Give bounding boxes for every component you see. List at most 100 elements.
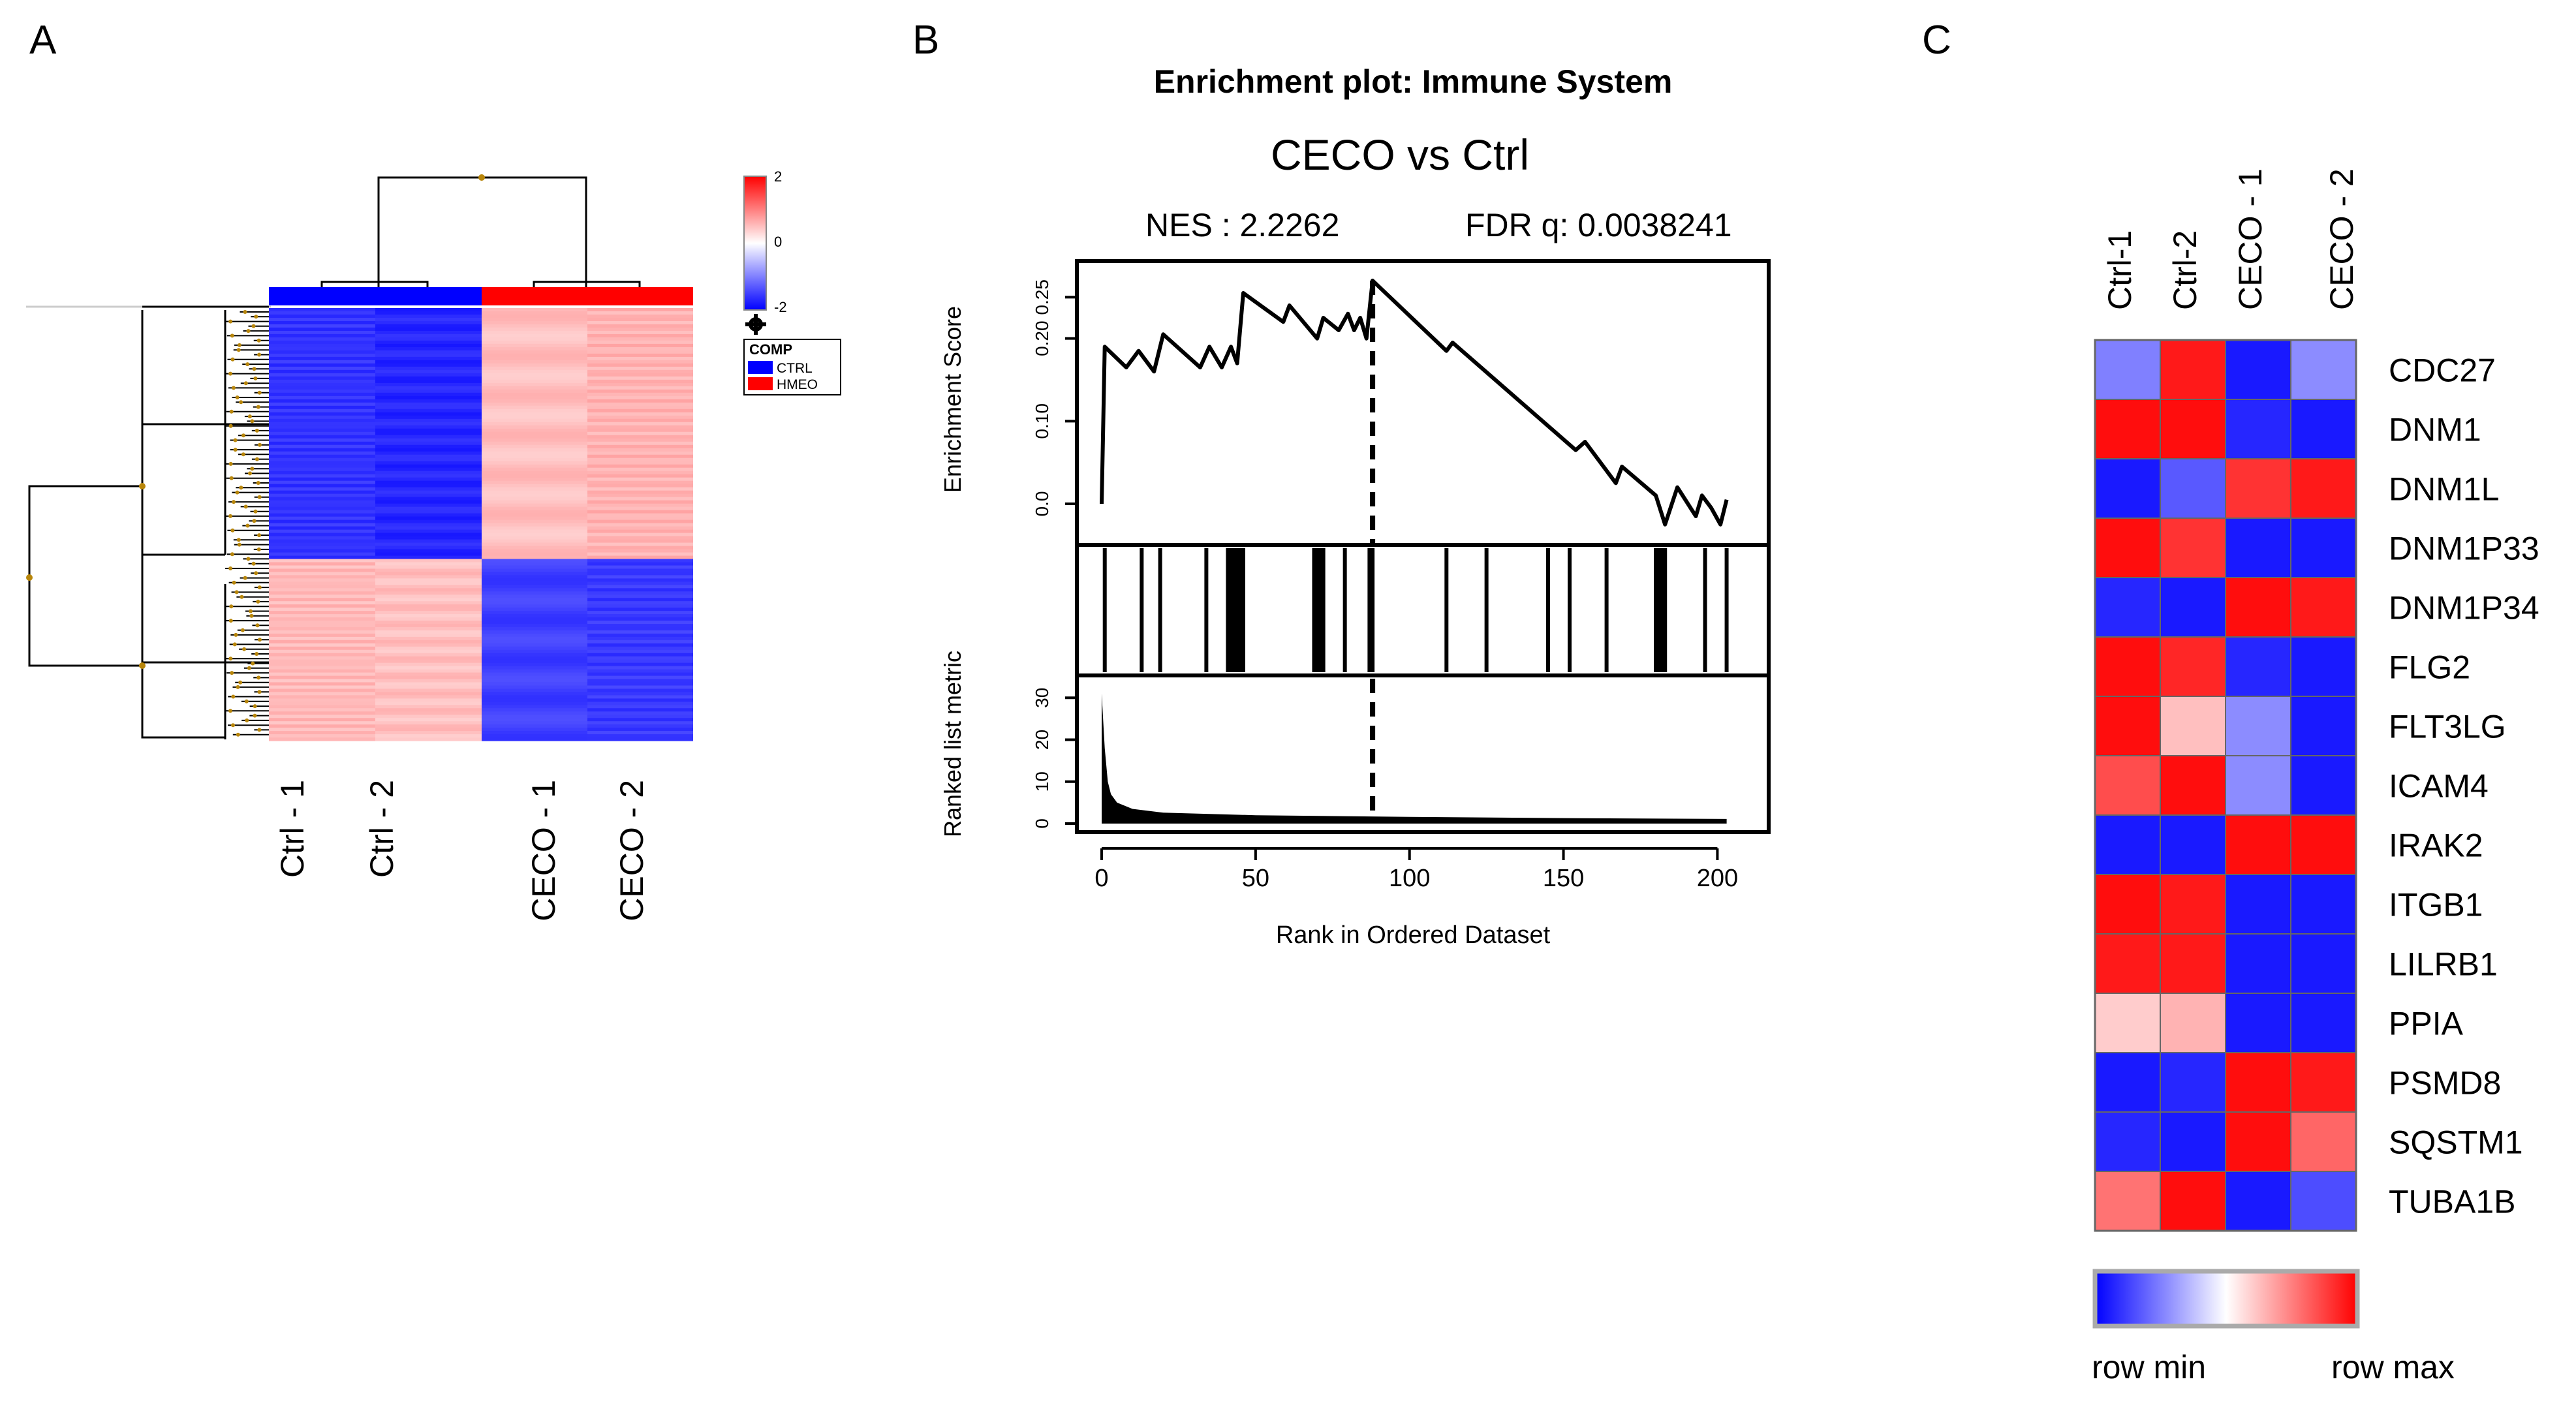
heatmap-a-cell xyxy=(269,672,375,677)
gsea-ranked-metric-area xyxy=(1102,693,1727,824)
heatmap-a-cell xyxy=(269,487,375,491)
heatmap-a-cell xyxy=(375,614,482,618)
heatmap-a-cell xyxy=(482,695,587,699)
dendrogram-leaf-node xyxy=(228,566,233,570)
heatmap-a-cell xyxy=(375,734,482,738)
heatmap-a-cell xyxy=(375,711,482,715)
heatmap-a-cell xyxy=(269,529,375,534)
panel-c: CDC27 DNM1 DNM1L DNM1P33 DNM1P34 FLG2 FLT3LG IC… xyxy=(2092,168,2539,1385)
heatmap-a-cell xyxy=(269,376,375,380)
heatmap-c-row-label: PSMD8 xyxy=(2389,1065,2501,1102)
heatmap-a-cell xyxy=(269,333,375,338)
heatmap-a-cell xyxy=(587,575,693,579)
heatmap-a-cell xyxy=(482,611,587,615)
gsea-suptitle: Enrichment plot: Immune System xyxy=(1154,63,1673,100)
heatmap-a-cell xyxy=(375,444,482,449)
heatmap-c-cell xyxy=(2160,814,2226,875)
heatmap-a-cell xyxy=(375,409,482,413)
heatmap-a-cell xyxy=(375,337,482,341)
heatmap-a-cell xyxy=(587,595,693,598)
heatmap-a-cell xyxy=(269,643,375,647)
heatmap-a-cell xyxy=(375,568,482,573)
heatmap-c-row-label: ITGB1 xyxy=(2389,887,2483,923)
heatmap-a-cell xyxy=(482,314,587,318)
heatmap-a-cell xyxy=(269,617,375,621)
heatmap-a-cell xyxy=(587,438,693,442)
heatmap-a-cell xyxy=(482,477,587,482)
gsea-es-tick-label: 0.0 xyxy=(1032,491,1052,517)
heatmap-a-cell xyxy=(587,731,693,735)
gsea-es-axis: 0.0 0.10 0.20 0.25 xyxy=(1032,279,1077,516)
gsea-x-tick-label: 100 xyxy=(1389,865,1430,892)
dendrogram-leaf-node xyxy=(233,438,238,442)
heatmap-a-cell xyxy=(269,649,375,654)
heatmap-a-cell xyxy=(482,454,587,459)
heatmap-a-cell xyxy=(269,536,375,540)
heatmap-a-cell xyxy=(587,598,693,602)
heatmap-a-cell xyxy=(375,415,482,420)
gsea-x-axis: 0 50 100 150 200 xyxy=(1094,847,1738,892)
heatmap-a-cell xyxy=(587,711,693,715)
heatmap-a-cell xyxy=(375,595,482,598)
heatmap-a-cell xyxy=(375,480,482,485)
heatmap-a-cell xyxy=(375,636,482,641)
heatmap-a-cell xyxy=(587,343,693,348)
dendrogram-leaf-node xyxy=(237,343,241,347)
heatmap-a-cell xyxy=(587,320,693,325)
comp-legend-title: COMP xyxy=(749,341,792,358)
heatmap-a-cell xyxy=(587,369,693,374)
heatmap-a-cell xyxy=(269,659,375,664)
dendrogram-leaf-node xyxy=(245,718,249,722)
heatmap-a-cell xyxy=(269,731,375,735)
heatmap-a-cell xyxy=(375,314,482,318)
heatmap-a-cell xyxy=(269,386,375,390)
heatmap-a-cell xyxy=(587,497,693,501)
heatmap-a-cell xyxy=(587,662,693,667)
dendrogram-node xyxy=(26,574,33,581)
heatmap-a-cell xyxy=(587,457,693,462)
dendrogram-leaf-node xyxy=(256,405,260,409)
dendrogram-leaf-node xyxy=(236,538,241,542)
row-dendrogram xyxy=(141,310,225,556)
heatmap-a-cell xyxy=(269,356,375,361)
heatmap-a-group-cell xyxy=(587,287,693,305)
gsea-hit-lines xyxy=(1102,548,1729,672)
dendrogram-leaf-node xyxy=(257,390,262,395)
heatmap-a-cell xyxy=(269,415,375,420)
heatmap-a-cell xyxy=(269,412,375,416)
heatmap-c-cell xyxy=(2290,696,2357,756)
heatmap-a-cell xyxy=(482,510,587,514)
heatmap-a-cell xyxy=(375,708,482,712)
heatmap-a-cell xyxy=(482,718,587,722)
heatmap-c-cell xyxy=(2094,399,2161,459)
heatmap-a-cell xyxy=(482,669,587,673)
heatmap-a-cell xyxy=(269,555,375,560)
heatmap-a-cell xyxy=(587,614,693,618)
heatmap-c-cell xyxy=(2225,933,2291,994)
heatmap-a-cell xyxy=(269,568,375,573)
heatmap-a-cell xyxy=(375,386,482,390)
heatmap-a-cell xyxy=(269,444,375,449)
heatmap-a-cell xyxy=(482,705,587,709)
heatmap-a-cell xyxy=(269,653,375,657)
heatmap-a-cell xyxy=(269,464,375,469)
heatmap-a-cell xyxy=(375,464,482,469)
heatmap-a-cell xyxy=(587,623,693,628)
heatmap-a-cell xyxy=(375,343,482,348)
heatmap-a-cell xyxy=(375,621,482,625)
heatmap-a-cell xyxy=(482,386,587,390)
gsea-fdr: FDR q: 0.0038241 xyxy=(1465,207,1732,243)
heatmap-c-row-label: SQSTM1 xyxy=(2389,1124,2523,1161)
heatmap-a-cell xyxy=(482,428,587,433)
heatmap-a-cell xyxy=(587,611,693,615)
heatmap-a-cell xyxy=(269,308,375,312)
heatmap-c-cell xyxy=(2160,518,2226,578)
heatmap-a-cell xyxy=(269,533,375,537)
heatmap-a-cell xyxy=(482,327,587,332)
comp-legend-label-hmeo: HMEO xyxy=(777,377,818,392)
heatmap-a-cell xyxy=(482,656,587,660)
dendrogram-leaf-node xyxy=(240,595,244,599)
heatmap-a-cell xyxy=(375,724,482,728)
heatmap-a-cell xyxy=(482,630,587,634)
